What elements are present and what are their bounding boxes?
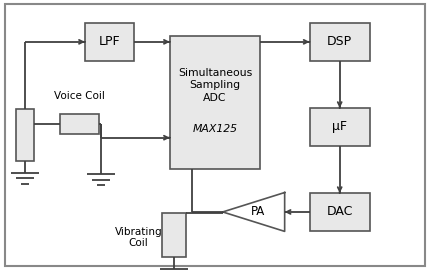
Text: DAC: DAC — [326, 205, 353, 218]
Text: Voice Coil: Voice Coil — [54, 91, 105, 101]
Bar — [162, 213, 186, 256]
Bar — [60, 114, 99, 134]
Text: PA: PA — [251, 205, 265, 218]
Text: MAX125: MAX125 — [193, 124, 237, 134]
Text: Simultaneous
Sampling
ADC: Simultaneous Sampling ADC — [178, 68, 252, 103]
Bar — [310, 108, 370, 146]
Bar — [310, 193, 370, 231]
Text: μF: μF — [332, 120, 347, 133]
Bar — [85, 23, 134, 61]
Bar — [310, 23, 370, 61]
Text: LPF: LPF — [99, 35, 120, 48]
Text: Vibrating
Coil: Vibrating Coil — [115, 227, 163, 248]
Text: DSP: DSP — [327, 35, 352, 48]
Bar — [170, 36, 260, 169]
Bar — [16, 109, 34, 161]
